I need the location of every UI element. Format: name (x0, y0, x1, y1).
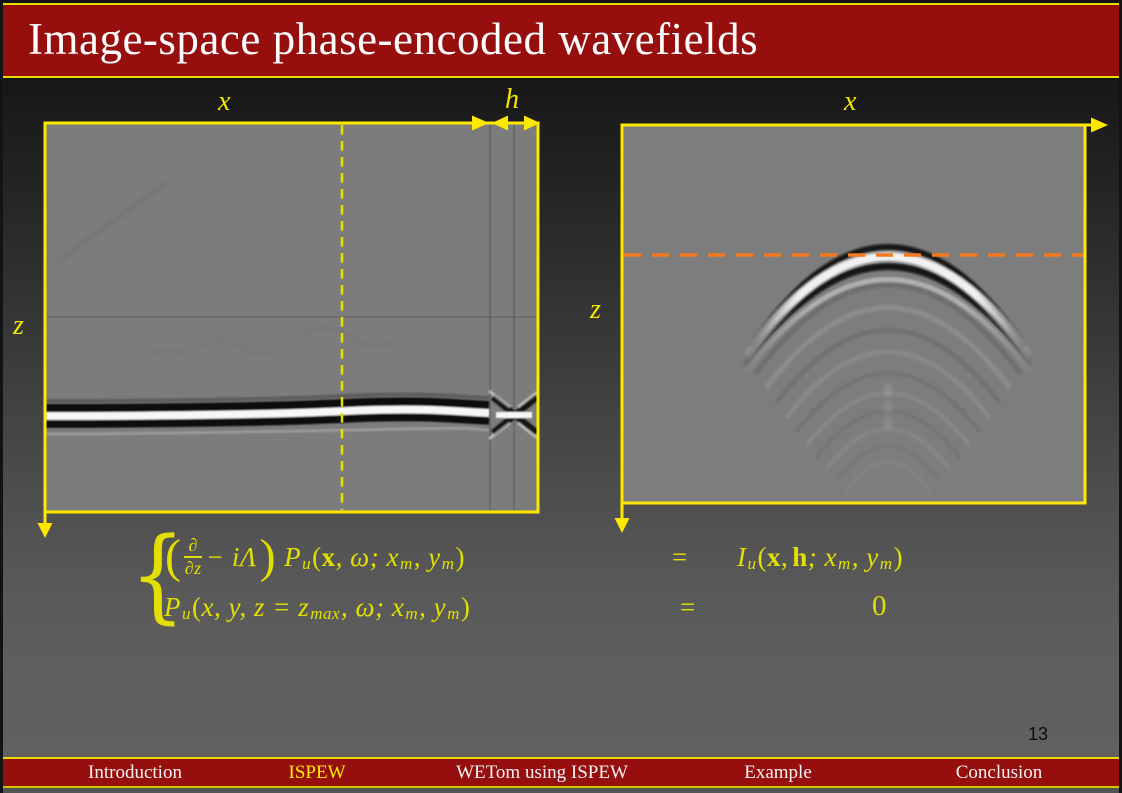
equation-brace: { (130, 516, 186, 635)
equation-line1-equals: = (672, 541, 688, 572)
faint-noise-squiggles (149, 326, 401, 357)
diffraction-ripples (754, 282, 1022, 493)
nav-item-ispew[interactable]: ISPEW (288, 762, 346, 783)
h-axis-label-left-panel: h (505, 84, 519, 115)
z-axis-arrowhead-right-panel (614, 518, 630, 533)
x-axis-arrowhead-right-panel (1091, 117, 1108, 133)
equation-line2-equals: = (680, 591, 696, 622)
right-seismic-panel (614, 117, 1108, 533)
x-axis-label-right-panel: x (844, 86, 857, 117)
big-paren-open: ( (165, 530, 182, 583)
left-seismic-panel (37, 115, 540, 538)
partial-derivative-fraction: ∂ ∂z (184, 534, 202, 578)
right-panel-frame (620, 123, 1087, 505)
bottom-strip (3, 788, 1119, 793)
wavefield-arc (739, 244, 1037, 379)
title-bar: Image-space phase-encoded wavefields (3, 3, 1119, 78)
big-paren-close: ) (259, 530, 277, 583)
nav-bar: Introduction ISPEW WETom using ISPEW Exa… (3, 757, 1119, 788)
left-image-area (46, 124, 537, 511)
x-axis-arrowhead-left-panel (472, 115, 489, 131)
h-arrowhead-right (524, 115, 540, 131)
left-panel-frame (43, 121, 540, 514)
x-axis-label-left-panel: x (218, 86, 231, 117)
z-axis-label-left-panel: z (13, 310, 24, 341)
nav-item-example[interactable]: Example (744, 762, 812, 783)
page-number: 13 (1028, 724, 1049, 744)
h-arrowhead-left (492, 115, 508, 131)
operator-term: − iΛ (205, 541, 257, 572)
z-axis-arrowhead-left-panel (37, 523, 53, 538)
z-axis-label-right-panel: z (590, 294, 601, 325)
nav-item-wetom-using-ispew[interactable]: WETom using ISPEW (456, 762, 628, 783)
faint-diagonal-artifact (56, 180, 168, 264)
P-symbol: P (284, 541, 302, 572)
equation-line2-rhs: 0 (872, 589, 887, 622)
nav-item-conclusion[interactable]: Conclusion (955, 762, 1043, 783)
bowtie-feature (488, 389, 537, 441)
slide-title: Image-space phase-encoded wavefields (28, 14, 759, 64)
nav-item-introduction[interactable]: Introduction (88, 762, 182, 783)
reflector-band (46, 392, 490, 436)
